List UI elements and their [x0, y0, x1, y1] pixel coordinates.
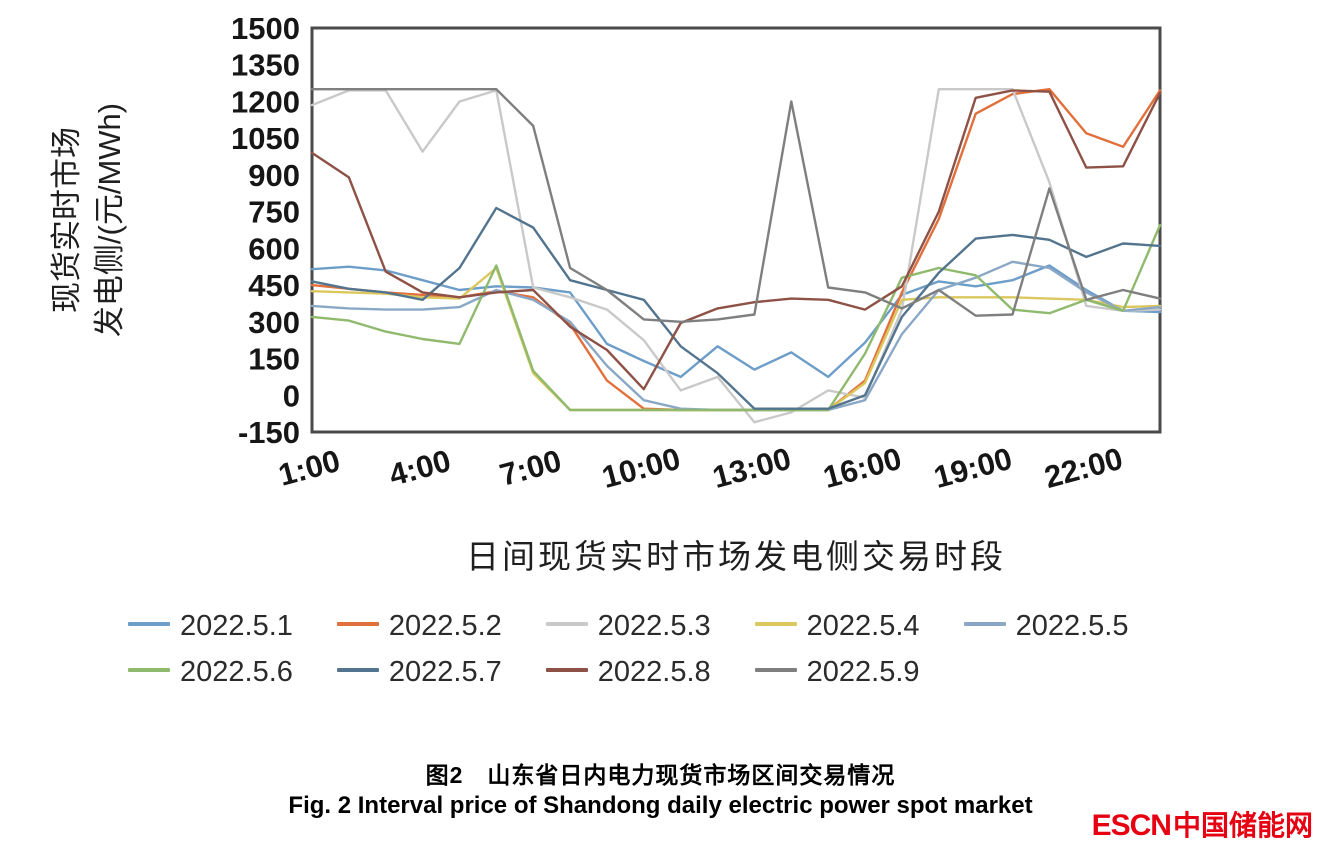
- legend-row: 2022.5.6 2022.5.7 2022.5.8 2022.5.9: [128, 656, 1268, 689]
- series-line-2022.5.8: [310, 89, 1162, 391]
- y-tick-label: 1050: [231, 121, 300, 156]
- y-tick-label: 1500: [231, 11, 300, 46]
- y-tick-label: 150: [248, 342, 300, 377]
- caption-english: Fig. 2 Interval price of Shandong daily …: [288, 792, 1033, 819]
- series-line-2022.5.6: [310, 223, 1162, 412]
- legend-label: 2022.5.9: [806, 656, 920, 688]
- x-tick-label: 22:00: [1041, 441, 1127, 495]
- legend-item-2022.5.9: 2022.5.9: [754, 656, 920, 689]
- legend-item-2022.5.4: 2022.5.4: [754, 610, 920, 643]
- y-tick-label: 1200: [231, 84, 300, 119]
- plot-border: [310, 26, 1162, 434]
- legend-item-2022.5.1: 2022.5.1: [128, 610, 293, 643]
- legend-label: 2022.5.3: [597, 610, 711, 642]
- legend-item-2022.5.7: 2022.5.7: [336, 656, 502, 689]
- legend-label: 2022.5.7: [388, 656, 502, 688]
- y-axis-title-line1: 现货实时市场: [49, 127, 84, 313]
- series-line-2022.5.9: [310, 87, 1162, 323]
- x-axis-title: 日间现货实时市场发电侧交易时段: [466, 538, 1006, 575]
- x-tick-label: 7:00: [496, 443, 565, 493]
- y-tick-label: 300: [248, 305, 300, 340]
- escn-logo-en: ESCN: [1091, 809, 1172, 842]
- legend-row: 2022.5.1 2022.5.2 2022.5.3 2022.5.4 2022.5.5: [128, 610, 1268, 643]
- escn-logo-zh: 中国储能网: [1172, 810, 1313, 841]
- chart-legend: 2022.5.1 2022.5.2 2022.5.3 2022.5.4 2022.5.5…: [128, 610, 1268, 702]
- y-tick-label: 1350: [231, 48, 300, 83]
- y-tick-label: 0: [283, 378, 300, 413]
- x-tick-label: 19:00: [930, 441, 1016, 495]
- legend-swatch: [128, 668, 170, 673]
- legend-item-2022.5.8: 2022.5.8: [545, 656, 711, 689]
- legend-item-2022.5.6: 2022.5.6: [128, 656, 293, 689]
- legend-swatch: [545, 668, 588, 673]
- x-tick-label: 1:00: [275, 443, 344, 493]
- series-line-2022.5.3: [310, 87, 1162, 424]
- caption-chinese: 图2 山东省日内电力现货市场区间交易情况: [425, 762, 896, 788]
- y-axis-title-line2: 发电侧/(元/MWh): [92, 102, 128, 338]
- legend-label: 2022.5.1: [180, 610, 293, 642]
- legend-label: 2022.5.4: [806, 610, 920, 642]
- escn-logo: ESCN中国储能网: [1092, 804, 1313, 844]
- legend-swatch: [963, 622, 1006, 627]
- legend-swatch: [754, 668, 797, 673]
- legend-item-2022.5.5: 2022.5.5: [963, 610, 1129, 643]
- x-tick-label: 10:00: [598, 441, 684, 495]
- legend-swatch: [754, 622, 797, 627]
- series-line-2022.5.4: [310, 266, 1162, 412]
- y-tick-label: 900: [248, 158, 300, 193]
- legend-item-2022.5.3: 2022.5.3: [545, 610, 711, 643]
- y-tick-label: 750: [248, 195, 300, 230]
- legend-swatch: [336, 622, 379, 627]
- x-tick-label: 4:00: [385, 443, 454, 493]
- y-tick-label: 600: [248, 231, 300, 266]
- series-line-2022.5.1: [310, 264, 1162, 379]
- x-tick-label: 16:00: [819, 441, 905, 495]
- x-tick-label: 13:00: [709, 441, 795, 495]
- legend-label: 2022.5.6: [180, 656, 293, 688]
- y-tick-label: -150: [238, 415, 300, 450]
- legend-label: 2022.5.5: [1015, 610, 1129, 642]
- legend-swatch: [336, 668, 379, 673]
- y-axis-title: 现货实时市场 发电侧/(元/MWh): [45, 0, 141, 445]
- y-tick-label: 450: [248, 268, 300, 303]
- legend-swatch: [545, 622, 588, 627]
- legend-label: 2022.5.2: [388, 610, 502, 642]
- legend-swatch: [128, 622, 170, 627]
- legend-label: 2022.5.8: [597, 656, 711, 688]
- legend-item-2022.5.2: 2022.5.2: [336, 610, 502, 643]
- series-line-2022.5.7: [310, 206, 1162, 410]
